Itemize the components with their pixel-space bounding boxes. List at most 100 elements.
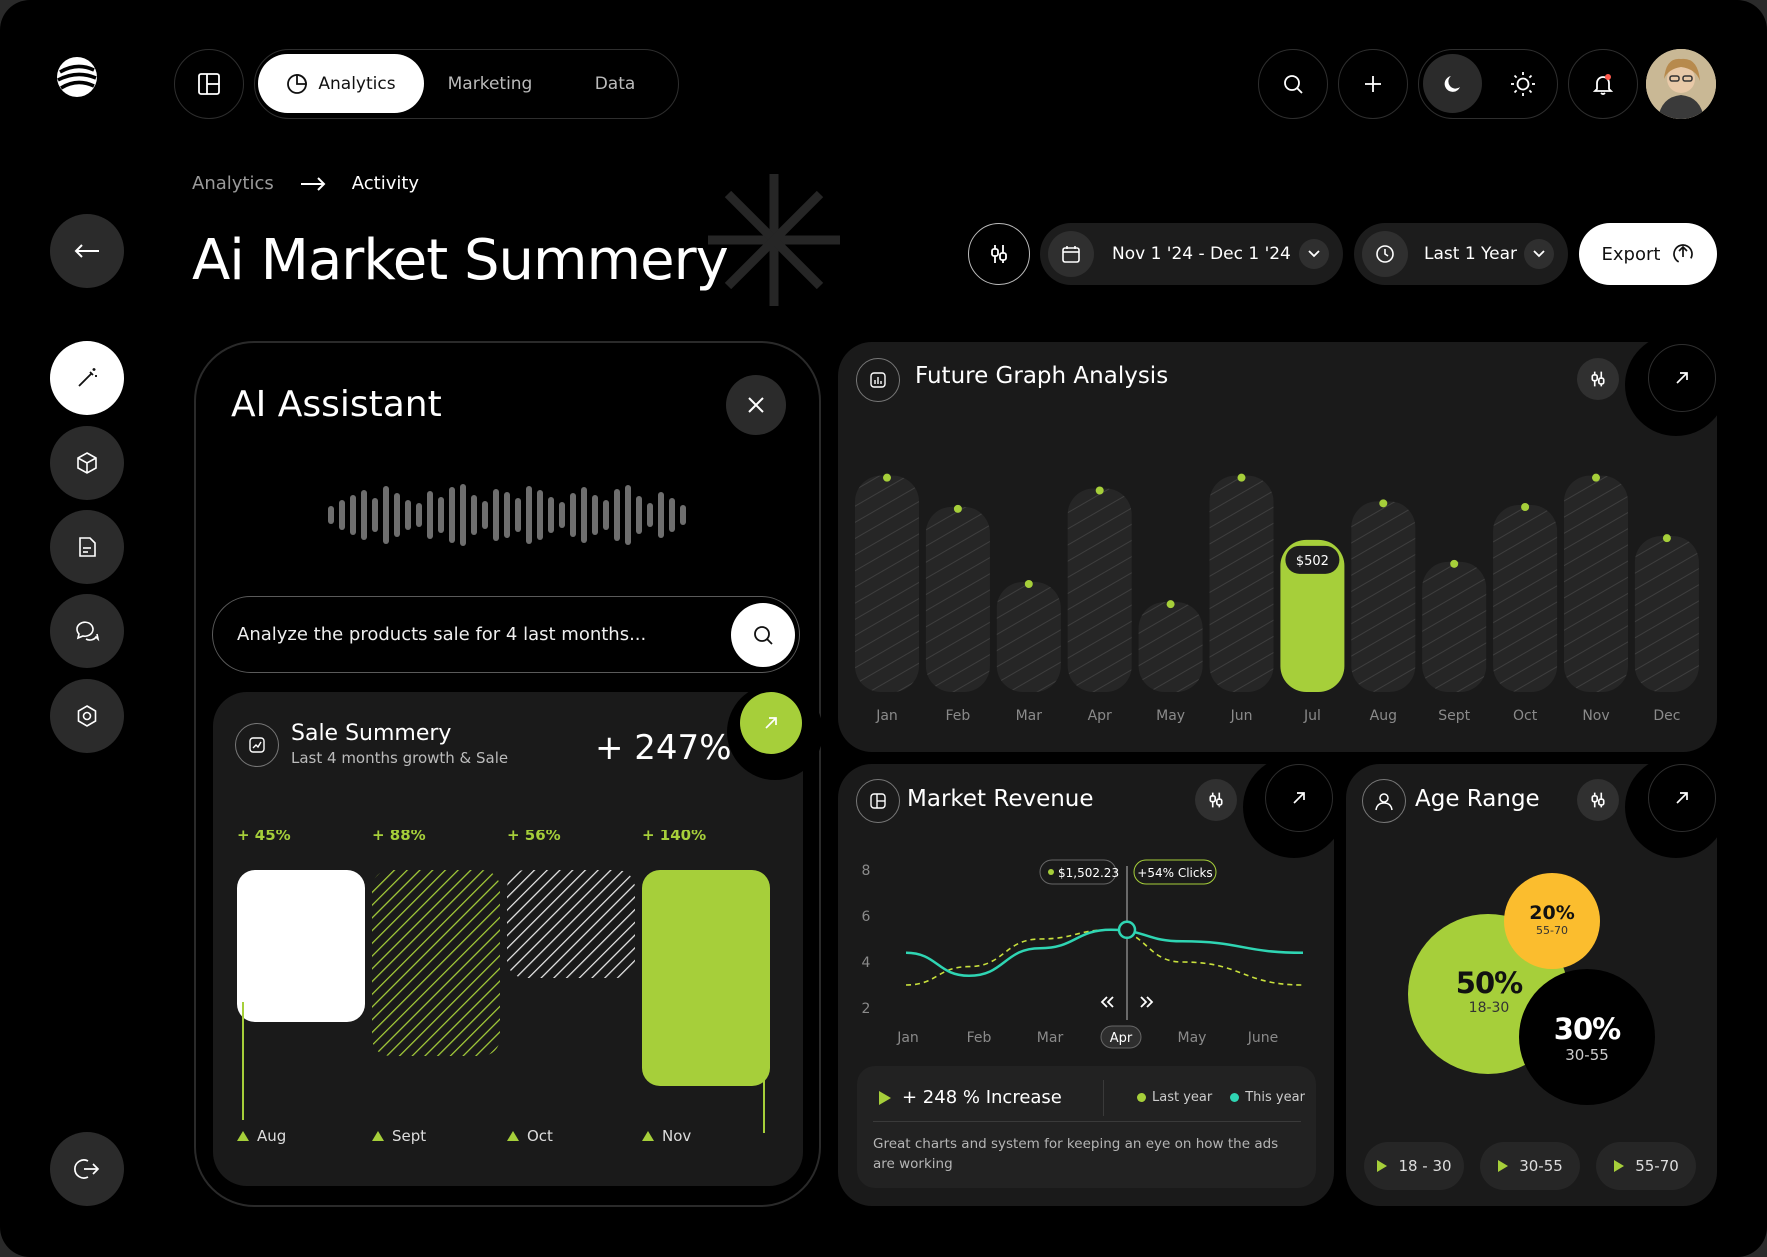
play-icon [879, 1090, 891, 1105]
future-bar [1634, 536, 1699, 692]
bubble-30-55-label: 30-55 [1565, 1046, 1609, 1064]
revenue-x-label: May [1178, 1030, 1207, 1046]
search-button[interactable] [1258, 49, 1328, 119]
sale-bar [642, 870, 770, 1086]
sale-growth-label: + 88% [372, 830, 426, 844]
waveform-bar [570, 493, 576, 537]
waveform-bar [647, 503, 653, 527]
date-range-select[interactable]: Nov 1 '24 - Dec 1 '24 [1040, 223, 1343, 285]
light-mode-button[interactable] [1493, 54, 1552, 113]
waveform-bar [361, 490, 367, 540]
sidebar-item-ai-tools[interactable] [50, 341, 124, 415]
dark-mode-button[interactable] [1423, 54, 1482, 113]
future-x-label: Aug [1370, 708, 1397, 724]
sale-bar [507, 870, 635, 978]
age-filter-55-70-label: 55-70 [1635, 1157, 1679, 1175]
waveform-bar [603, 500, 609, 530]
future-x-label: Feb [946, 708, 971, 724]
sale-growth-label: + 45% [237, 830, 291, 844]
revenue-x-selected-badge[interactable] [1100, 1025, 1142, 1049]
chevron-down-icon [1299, 239, 1329, 269]
ai-search-button[interactable] [731, 603, 795, 667]
tab-analytics[interactable]: Analytics [258, 54, 424, 113]
revenue-increase-label: + 248 % Increase [902, 1087, 1062, 1108]
sale-bar [237, 870, 365, 1022]
age-filter-55-70[interactable]: 55-70 [1596, 1142, 1696, 1190]
sale-summary-total: + 247% [595, 728, 732, 768]
add-button[interactable] [1338, 49, 1408, 119]
bubble-30-55-text: 30% 30-55 [1547, 1012, 1627, 1064]
age-range-open-button[interactable] [1648, 764, 1716, 832]
revenue-legend: Last year This year [1137, 1090, 1305, 1105]
waveform-bar [405, 500, 411, 530]
age-filter-30-55[interactable]: 30-55 [1480, 1142, 1580, 1190]
future-x-label: Dec [1653, 708, 1680, 724]
arrow-up-right-icon [1676, 792, 1688, 804]
bubble-55-70 [1504, 873, 1600, 969]
waveform-bar [372, 498, 378, 532]
revenue-annotation-clicks-badge [1133, 859, 1217, 885]
future-bar [1422, 561, 1487, 692]
chevron-double-left-icon[interactable] [1100, 996, 1114, 1008]
chevron-double-right-icon[interactable] [1140, 996, 1154, 1008]
ai-prompt-input[interactable]: Analyze the products sale for 4 last mon… [212, 596, 800, 673]
waveform-bar [449, 487, 455, 543]
tab-marketing[interactable]: Marketing [425, 54, 555, 113]
logo-icon[interactable] [56, 56, 98, 98]
legend-this-year: This year [1230, 1090, 1305, 1105]
search-icon [754, 626, 773, 645]
market-revenue-filter-button[interactable] [1195, 779, 1237, 821]
future-bar [1067, 488, 1132, 692]
waveform-bar [350, 495, 356, 535]
future-graph-filter-button[interactable] [1577, 358, 1619, 400]
breadcrumb-parent[interactable]: Analytics [192, 173, 274, 194]
bubble-30-55-value: 30% [1553, 1012, 1621, 1046]
future-bar-dot [1166, 600, 1175, 609]
revenue-increase: + 248 % Increase [878, 1087, 1062, 1108]
future-graph-open-button[interactable] [1648, 344, 1716, 412]
export-label: Export [1601, 243, 1661, 265]
age-filter-18-30[interactable]: 18 - 30 [1364, 1142, 1464, 1190]
filter-button[interactable] [968, 223, 1030, 285]
bell-icon [1592, 74, 1614, 95]
export-button[interactable]: Export [1579, 223, 1717, 285]
calendar-icon [1048, 231, 1094, 277]
waveform-bar [328, 506, 334, 524]
future-x-label: Mar [1016, 708, 1043, 724]
sidebar-item-settings[interactable] [50, 679, 124, 753]
waveform-bar [559, 502, 565, 528]
triangle-up-icon [237, 1131, 249, 1141]
sidebar-item-documents[interactable] [50, 510, 124, 584]
waveform-bar [460, 484, 466, 546]
moon-icon [1444, 75, 1460, 92]
close-button[interactable] [726, 375, 786, 435]
period-select[interactable]: Last 1 Year [1354, 223, 1568, 285]
waveform-bar [482, 501, 488, 529]
future-bar-value-badge [1285, 545, 1340, 574]
age-range-filter-button[interactable] [1577, 779, 1619, 821]
back-button[interactable] [50, 214, 124, 288]
sidebar-item-messages[interactable] [50, 594, 124, 668]
waveform-bar [515, 498, 521, 532]
bubble-55-70-value: 20% [1529, 902, 1575, 924]
revenue-cursor-point[interactable] [1117, 920, 1137, 940]
future-bar [1351, 501, 1416, 692]
notifications-button[interactable] [1568, 49, 1638, 119]
triangle-up-icon [642, 1131, 654, 1141]
logout-button[interactable] [50, 1132, 124, 1206]
divider [873, 1121, 1301, 1122]
waveform-bar [636, 496, 642, 534]
layout-toggle-button[interactable] [174, 49, 244, 119]
market-revenue-open-button[interactable] [1265, 764, 1333, 832]
sale-growth-label: + 56% [507, 830, 561, 844]
bar-chart-icon [856, 358, 900, 402]
revenue-x-label: June [1247, 1030, 1279, 1046]
sale-summary-open-button[interactable] [740, 692, 802, 754]
ai-prompt-value: Analyze the products sale for 4 last mon… [237, 624, 647, 645]
logout-icon [74, 1159, 100, 1179]
tab-data[interactable]: Data [560, 54, 670, 113]
tab-analytics-label: Analytics [318, 73, 396, 94]
avatar[interactable] [1646, 49, 1716, 119]
sale-category-label: Nov [662, 1127, 691, 1145]
sidebar-item-products[interactable] [50, 426, 124, 500]
